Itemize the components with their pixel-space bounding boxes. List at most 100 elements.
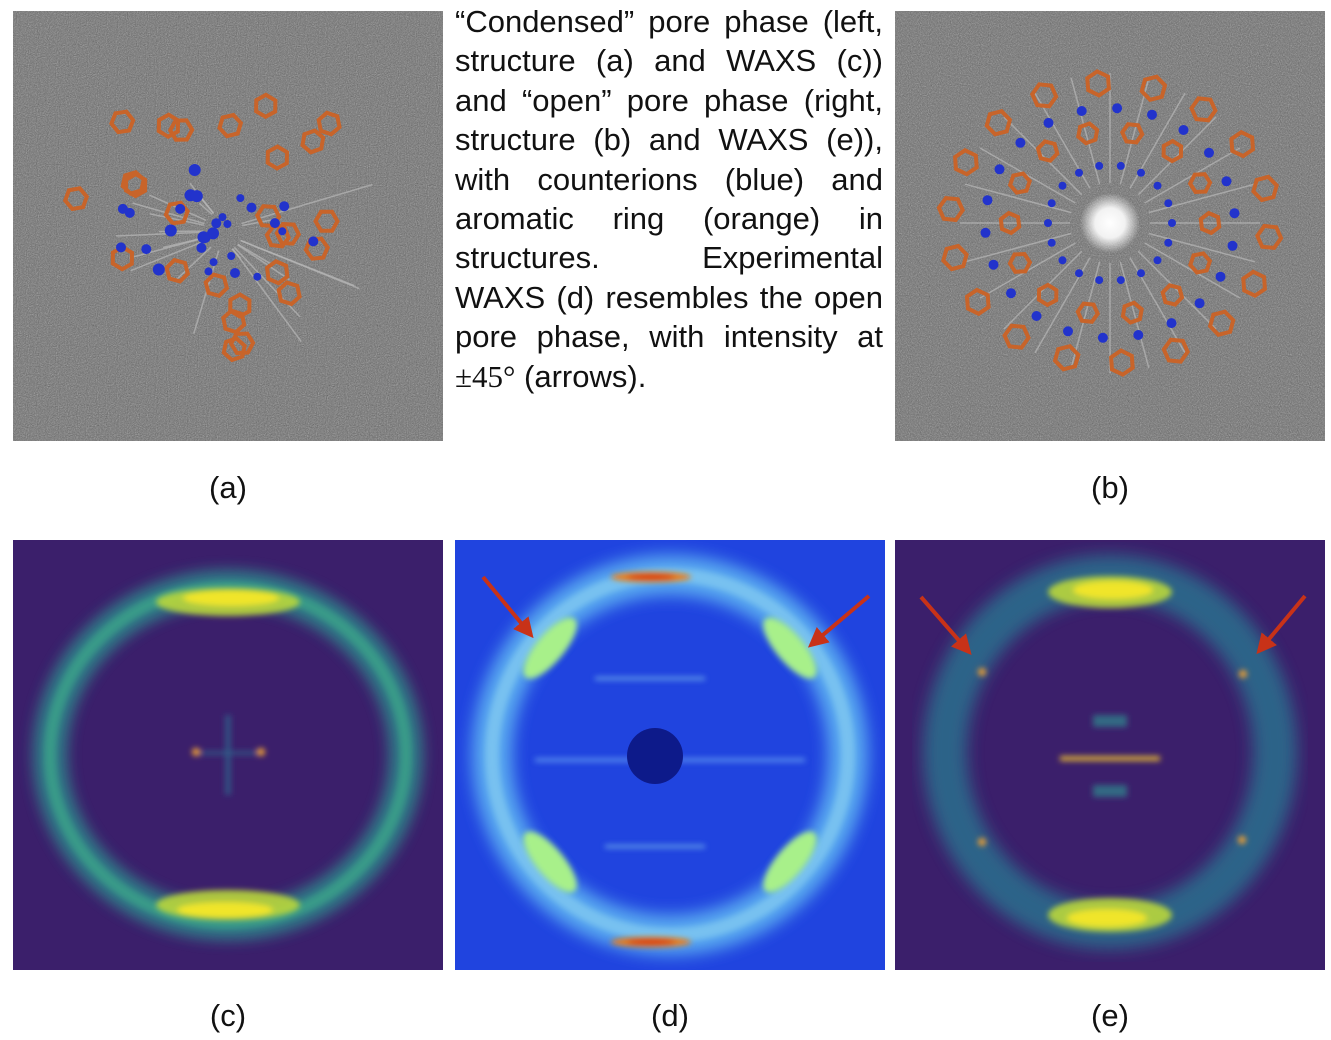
bond-line [964, 232, 1072, 263]
counterion [1112, 103, 1123, 114]
bond-line [116, 231, 204, 237]
counterion [1215, 271, 1226, 282]
aromatic-ring [1030, 82, 1059, 109]
arrow-icon [807, 594, 871, 648]
aromatic-ring [217, 112, 244, 139]
aromatic-ring [1207, 309, 1236, 338]
counterion [980, 227, 991, 238]
waxs-pattern-open [895, 540, 1325, 970]
aromatic-ring [265, 144, 290, 171]
aromatic-ring [1109, 348, 1135, 377]
aromatic-ring [1161, 138, 1184, 164]
counterion [269, 218, 280, 229]
bond-line [149, 213, 205, 226]
bond-line [1003, 250, 1083, 330]
aromatic-ring [1229, 129, 1256, 159]
aromatic-ring [109, 109, 136, 135]
aromatic-ring [1036, 282, 1059, 308]
counterion [1047, 238, 1056, 247]
counterion [1221, 176, 1232, 187]
aromatic-ring [1188, 251, 1213, 275]
aromatic-ring [303, 236, 330, 261]
counterion [1015, 137, 1026, 148]
aromatic-ring [998, 210, 1022, 236]
counterion [1047, 199, 1056, 208]
aromatic-ring [1160, 283, 1185, 307]
bond-line [175, 246, 212, 281]
aromatic-ring [254, 92, 278, 120]
bond-line [241, 183, 373, 225]
counterion [1076, 106, 1087, 116]
counterion [1006, 288, 1016, 299]
bond-line [1144, 242, 1241, 299]
counterion [253, 272, 262, 281]
aromatic-ring [313, 209, 340, 233]
counterion [1133, 330, 1144, 340]
waxs-pattern-condensed [13, 540, 443, 970]
counterion [236, 194, 245, 203]
counterion [1164, 199, 1173, 208]
counterion [1075, 168, 1083, 177]
aromatic-ring [221, 336, 247, 363]
counterion [1153, 256, 1162, 265]
counterion [117, 203, 128, 214]
counterion [1095, 161, 1104, 170]
counterion [1075, 269, 1083, 278]
bond-line [1119, 261, 1150, 369]
aromatic-ring [203, 272, 230, 299]
counterion [1095, 276, 1104, 285]
counterion [988, 259, 999, 270]
aromatic-ring [164, 257, 191, 284]
bond-line [1148, 183, 1256, 214]
pore-center [1080, 193, 1140, 253]
arrow-icon [1256, 594, 1307, 655]
counterion [164, 224, 177, 237]
bond-line [240, 239, 360, 290]
counterion [308, 236, 319, 247]
counterion [204, 267, 213, 276]
counterion [1204, 147, 1214, 158]
panel-label-e: (e) [1091, 998, 1129, 1033]
counterion [211, 218, 222, 229]
counterion [1227, 240, 1238, 251]
panel-label-a: (a) [209, 470, 247, 505]
aromatic-ring [1161, 337, 1190, 364]
open-pore-cluster [936, 69, 1284, 377]
counterion [175, 203, 186, 214]
aromatic-ring [163, 200, 190, 226]
counterion [1063, 326, 1073, 337]
waxs-pattern-experimental [455, 540, 885, 970]
caption-text: “Condensed” pore phase (left, structure … [455, 4, 883, 355]
aromatic-ring [300, 128, 326, 155]
counterion [1164, 238, 1173, 247]
aromatic-ring [316, 110, 342, 137]
aromatic-ring [62, 186, 90, 212]
bond-line [1137, 250, 1217, 330]
counterion [197, 231, 210, 244]
aromatic-ring [941, 243, 969, 272]
counterion [278, 227, 287, 236]
aromatic-ring [953, 147, 979, 177]
counterion [994, 164, 1005, 175]
aromatic-ring [1007, 171, 1032, 195]
counterion [1168, 219, 1176, 227]
counterion [1194, 298, 1205, 309]
aromatic-ring [1139, 74, 1168, 103]
panel-label-b: (b) [1091, 470, 1129, 505]
bond-line [964, 183, 1072, 214]
aromatic-ring [1085, 69, 1111, 98]
counterion [1116, 161, 1125, 170]
counterion [1058, 256, 1067, 265]
aromatic-ring [276, 280, 302, 307]
counterion [279, 201, 290, 212]
aromatic-ring [1189, 96, 1218, 123]
bond-line [237, 244, 290, 281]
structure-image-open [895, 11, 1325, 441]
bond-line [162, 236, 205, 249]
aromatic-ring [167, 118, 195, 142]
bond-line [1148, 232, 1256, 263]
structure-image-condensed [13, 11, 443, 441]
caption-tail: (arrows). [515, 358, 647, 394]
aromatic-ring [1052, 343, 1081, 372]
aromatic-ring [1120, 122, 1145, 145]
